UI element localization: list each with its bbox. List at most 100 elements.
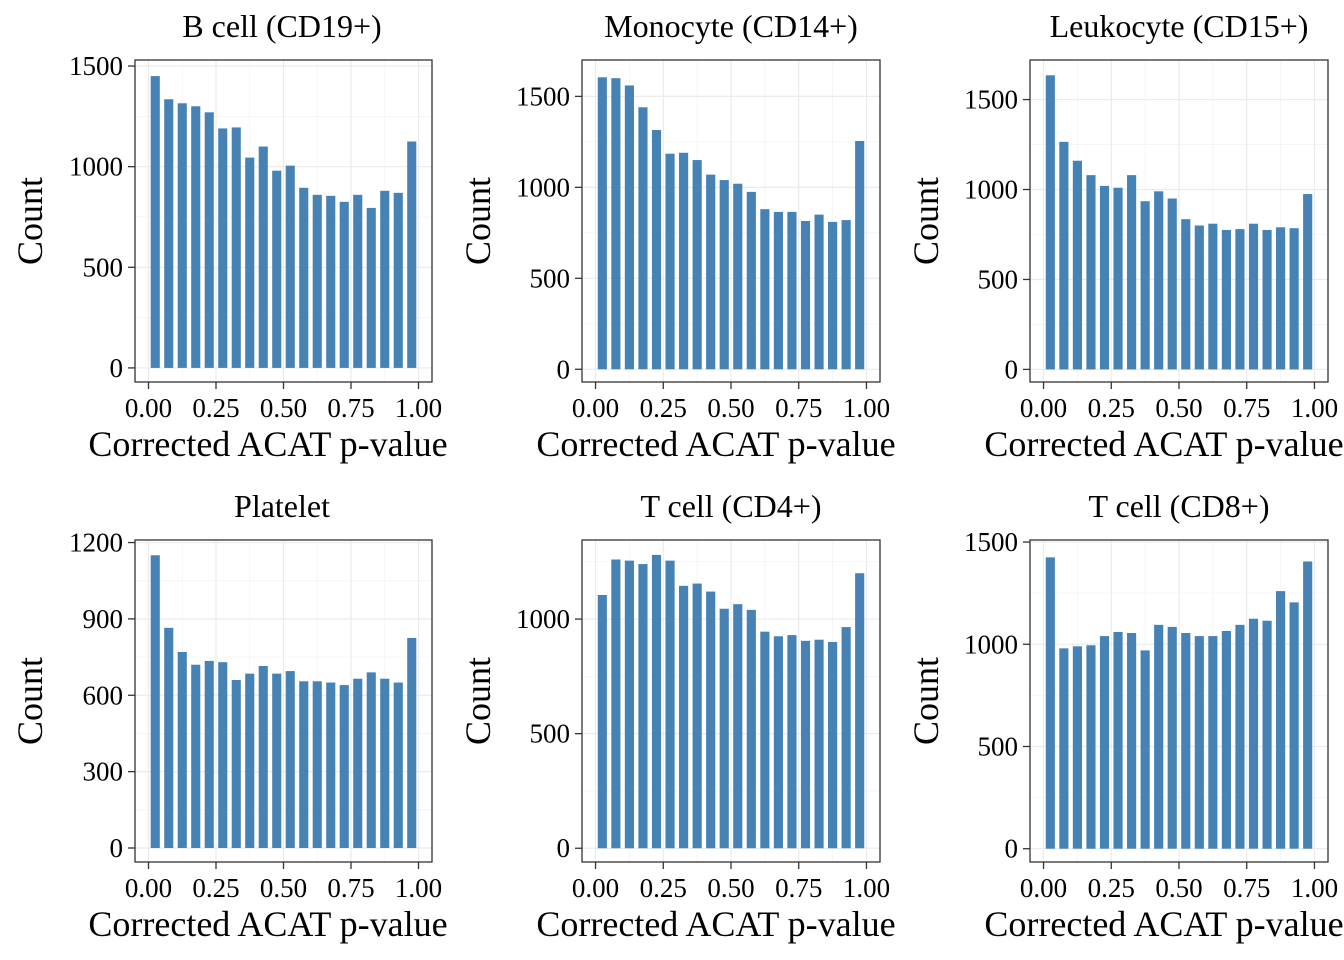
histogram-panel: 0.00 0.25 0.50 0.75 1.00 0 500 1000 1500 Monocyte… <box>458 8 896 464</box>
y-tick-label: 600 <box>83 680 124 710</box>
x-axis-title: Corrected ACAT p-value <box>984 424 1343 464</box>
x-tick-label: 0.75 <box>1223 873 1270 903</box>
histogram-bar <box>339 201 349 368</box>
histogram-bar <box>855 573 865 849</box>
histogram-bar <box>299 681 309 848</box>
x-tick-label: 0.50 <box>707 873 754 903</box>
histogram-bar <box>665 560 675 849</box>
y-tick-label: 500 <box>83 252 124 282</box>
histogram-bar <box>218 662 228 848</box>
histogram-bar <box>366 672 376 848</box>
histogram-bar <box>1194 636 1204 849</box>
histogram-bar <box>692 583 702 849</box>
histogram-bar <box>1045 557 1055 849</box>
histogram-bar <box>597 77 607 370</box>
y-tick-label: 1000 <box>964 629 1018 659</box>
x-tick-label: 0.50 <box>1155 393 1202 423</box>
x-tick-label: 0.00 <box>572 393 619 423</box>
x-tick-label: 0.75 <box>775 873 822 903</box>
histogram-bar <box>773 211 783 370</box>
panel-title: B cell (CD19+) <box>182 8 381 44</box>
panel-title: T cell (CD8+) <box>1089 488 1270 524</box>
x-tick-label: 0.25 <box>640 393 687 423</box>
histogram-bar <box>719 180 729 370</box>
x-tick-label: 0.00 <box>1020 393 1067 423</box>
x-axis-title: Corrected ACAT p-value <box>536 904 895 944</box>
histogram-bar <box>597 595 607 849</box>
x-tick-label: 0.25 <box>1088 393 1135 423</box>
histogram-bar <box>665 153 675 370</box>
histogram-bar <box>393 682 403 848</box>
histogram-bar <box>624 560 634 849</box>
histogram-bar <box>366 207 376 368</box>
histogram-bar <box>787 211 797 370</box>
histogram-panel: 0.00 0.25 0.50 0.75 1.00 0 300 600 900 1200 Platel… <box>10 488 448 944</box>
histogram-bar <box>800 640 811 849</box>
x-axis-title: Corrected ACAT p-value <box>88 424 447 464</box>
histogram-bar <box>624 85 634 370</box>
histogram-bar <box>191 106 201 368</box>
histogram-bar <box>828 641 838 849</box>
histogram-bar <box>733 183 743 370</box>
histogram-bar <box>1221 229 1231 370</box>
x-tick-label: 0.75 <box>1223 393 1270 423</box>
histogram-bar <box>1303 194 1313 370</box>
histogram-bar <box>1113 187 1123 370</box>
panel-title: Leukocyte (CD15+) <box>1050 8 1309 44</box>
histogram-bar <box>245 673 255 848</box>
histogram-bar <box>1208 636 1218 849</box>
histogram-bar <box>272 170 282 368</box>
y-tick-label: 500 <box>530 263 571 293</box>
x-tick-label: 1.00 <box>843 873 890 903</box>
histogram-bar <box>326 195 336 368</box>
histogram-bar <box>285 165 295 368</box>
histogram-bar <box>1140 201 1150 370</box>
histogram-bar <box>407 141 417 368</box>
histogram-bar <box>706 174 716 370</box>
histogram-bar <box>746 191 756 370</box>
histogram-bar <box>814 639 824 849</box>
histogram-bar <box>1059 648 1069 849</box>
histogram-bar <box>1099 185 1110 370</box>
histogram-bar <box>651 554 662 849</box>
histogram-bar <box>773 636 783 849</box>
histogram-bar <box>299 187 309 368</box>
histogram-bar <box>1289 602 1299 849</box>
y-axis-title: Count <box>458 177 498 265</box>
x-tick-label: 0.25 <box>192 873 239 903</box>
y-tick-label: 0 <box>1005 354 1019 384</box>
x-tick-label: 0.75 <box>775 393 822 423</box>
x-tick-label: 0.75 <box>327 393 374 423</box>
histogram-bar <box>380 190 390 368</box>
y-tick-label: 0 <box>110 833 124 863</box>
histogram-bar <box>1072 160 1082 370</box>
histogram-bar <box>651 130 662 370</box>
histogram-bar <box>1045 75 1055 370</box>
x-tick-label: 1.00 <box>843 393 890 423</box>
histogram-bar <box>231 680 241 848</box>
histogram-bar <box>1181 219 1191 370</box>
histogram-bar <box>285 671 295 848</box>
histogram-bar <box>1127 175 1137 370</box>
histogram-bar <box>638 107 648 370</box>
y-tick-label: 1500 <box>516 81 570 111</box>
x-tick-label: 0.50 <box>260 873 307 903</box>
histogram-bar <box>855 140 865 370</box>
histogram-bar <box>312 194 322 368</box>
histogram-bar <box>800 221 811 370</box>
x-tick-label: 0.00 <box>572 873 619 903</box>
histogram-bar <box>1099 636 1110 849</box>
y-tick-label: 0 <box>557 833 571 863</box>
histogram-bar <box>719 608 729 849</box>
histogram-bar <box>760 209 770 370</box>
histogram-bar <box>177 652 187 848</box>
x-tick-label: 0.00 <box>1020 873 1067 903</box>
x-axis-title: Corrected ACAT p-value <box>88 904 447 944</box>
y-tick-label: 500 <box>978 731 1019 761</box>
histogram-bar <box>611 78 621 370</box>
histogram-bar <box>1086 175 1096 370</box>
histogram-panel: 0.00 0.25 0.50 0.75 1.00 0 500 1000 T cell (CD4+… <box>458 488 896 944</box>
histogram-bar <box>1140 650 1150 849</box>
y-tick-label: 0 <box>1005 834 1019 864</box>
